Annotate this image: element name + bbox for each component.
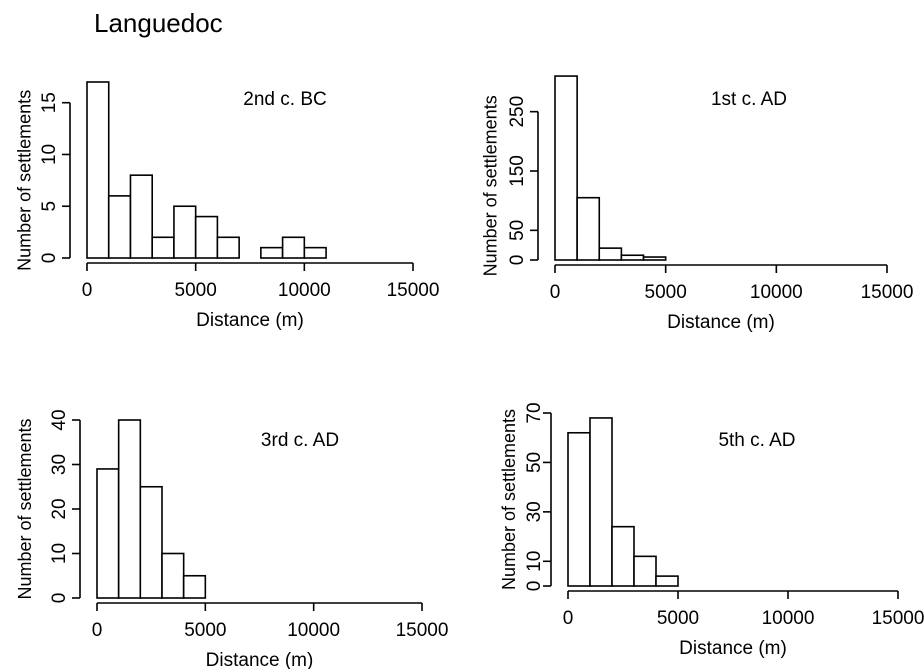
histogram-bar	[96, 468, 120, 599]
x-tick-label: 5000	[645, 282, 687, 303]
histogram-bar	[161, 552, 185, 599]
histogram-bar	[151, 236, 175, 259]
x-tick-label: 0	[563, 608, 574, 629]
histogram-bar	[567, 431, 591, 587]
histogram-panel-4: 0 5000 10000 15000 0 10 30 50 70 5th c. AD Distanc…	[499, 402, 924, 659]
y-tick-label: 30	[49, 454, 70, 475]
histogram-bar	[655, 575, 679, 587]
histogram-panel-2: 0 5000 10000 15000 0 50 150 250 1st c. AD Distanc…	[481, 75, 914, 333]
histogram-bar	[589, 417, 613, 587]
histogram-bar	[611, 525, 635, 587]
y-tick-label: 5	[39, 201, 60, 212]
histogram-bar	[554, 75, 578, 261]
x-tick-label: 5000	[175, 280, 217, 301]
y-axis-title: Number of settlements	[15, 418, 35, 599]
histogram-bar	[620, 254, 645, 261]
x-tick-label: 5000	[184, 620, 226, 641]
page-title: Languedoc	[94, 8, 223, 38]
x-tick-label: 10000	[287, 620, 340, 641]
x-tick-label: 15000	[861, 282, 914, 303]
histogram-bar	[194, 215, 219, 259]
y-axis-title: Number of settlements	[481, 95, 501, 276]
x-tick-label: 10000	[278, 280, 331, 301]
y-tick-label: 10	[524, 551, 545, 572]
x-tick-label: 15000	[872, 608, 924, 629]
x-tick-label: 0	[92, 620, 103, 641]
y-tick-label: 0	[39, 253, 60, 264]
x-tick-label: 10000	[750, 282, 803, 303]
histogram-bar	[182, 574, 207, 599]
panel-title: 2nd c. BC	[243, 89, 326, 110]
histogram-panel-3: 0 5000 10000 15000 0 10 20 30 40 3rd c. AD Distanc…	[15, 409, 449, 669]
panel-title: 3rd c. AD	[261, 430, 339, 451]
histogram-bar	[281, 236, 306, 259]
histogram-panel-1: 0 5000 10000 15000 0 5 10 15 2nd c. BC Distance (…	[15, 81, 440, 331]
histogram-bar	[139, 485, 163, 599]
x-tick-label: 5000	[657, 608, 699, 629]
histogram-bar	[107, 195, 132, 259]
y-axis-title: Number of settlements	[15, 90, 35, 271]
x-axis-title: Distance (m)	[667, 312, 775, 333]
y-tick-label: 0	[49, 593, 70, 604]
x-tick-label: 0	[82, 280, 93, 301]
histogram-bar	[576, 196, 601, 261]
histogram-bar	[598, 247, 623, 261]
x-tick-label: 0	[550, 282, 561, 303]
histogram-bar	[642, 256, 667, 261]
y-tick-label: 20	[49, 498, 70, 519]
histogram-bar	[216, 236, 240, 259]
y-tick-label: 150	[507, 155, 528, 187]
y-tick-label: 0	[507, 255, 528, 266]
x-axis-title: Distance (m)	[196, 310, 304, 331]
y-tick-label: 40	[49, 409, 70, 430]
x-axis-title: Distance (m)	[679, 638, 787, 659]
histogram-bar	[173, 205, 197, 259]
y-tick-label: 50	[524, 452, 545, 473]
histogram-bar	[260, 246, 284, 259]
histogram-bar	[633, 555, 657, 587]
y-tick-label: 70	[524, 402, 545, 423]
y-tick-label: 10	[39, 144, 60, 165]
x-axis-title: Distance (m)	[206, 650, 314, 669]
y-tick-label: 250	[507, 96, 528, 128]
x-tick-label: 15000	[387, 280, 440, 301]
y-tick-label: 50	[507, 220, 528, 241]
x-tick-label: 15000	[396, 620, 449, 641]
histogram-bar	[303, 246, 327, 259]
histogram-bar	[117, 419, 142, 599]
panel-title: 5th c. AD	[718, 430, 795, 451]
y-tick-label: 30	[524, 501, 545, 522]
x-tick-label: 10000	[762, 608, 815, 629]
panel-title: 1st c. AD	[711, 89, 787, 110]
histogram-bar	[129, 174, 153, 259]
histogram-bar	[86, 81, 110, 259]
y-tick-label: 10	[49, 543, 70, 564]
y-tick-label: 0	[524, 581, 545, 592]
y-axis-title: Number of settlements	[499, 409, 519, 590]
y-tick-label: 15	[39, 92, 60, 113]
